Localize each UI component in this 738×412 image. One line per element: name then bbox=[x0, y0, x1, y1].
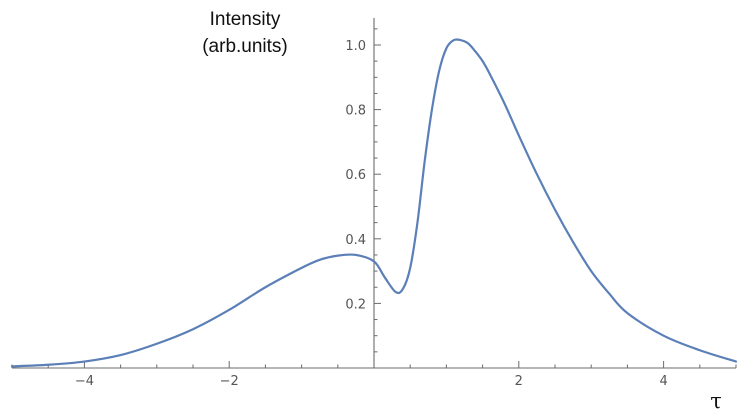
intensity-line bbox=[10, 38, 738, 368]
y-tick-label: 1.0 bbox=[345, 39, 366, 54]
y-axis-title-line1: Intensity bbox=[210, 9, 281, 30]
y-tick-label: 0.6 bbox=[345, 168, 366, 183]
ticks-group: −4 −2 2 4 0.2 0.4 0.6 0.8 1.0 bbox=[11, 28, 737, 389]
x-axis-title: τ bbox=[710, 389, 722, 412]
x-tick-label: 4 bbox=[659, 374, 667, 389]
x-tick-label: 2 bbox=[515, 374, 523, 389]
x-tick-label: −4 bbox=[75, 374, 94, 389]
y-tick-label: 0.8 bbox=[345, 104, 366, 119]
series-group bbox=[10, 38, 738, 368]
axes-group bbox=[12, 18, 736, 369]
y-tick-label: 0.2 bbox=[345, 297, 366, 312]
y-tick-label: 0.4 bbox=[345, 233, 366, 248]
y-axis-title-line2: (arb.units) bbox=[202, 36, 288, 57]
x-tick-label: −2 bbox=[220, 374, 239, 389]
